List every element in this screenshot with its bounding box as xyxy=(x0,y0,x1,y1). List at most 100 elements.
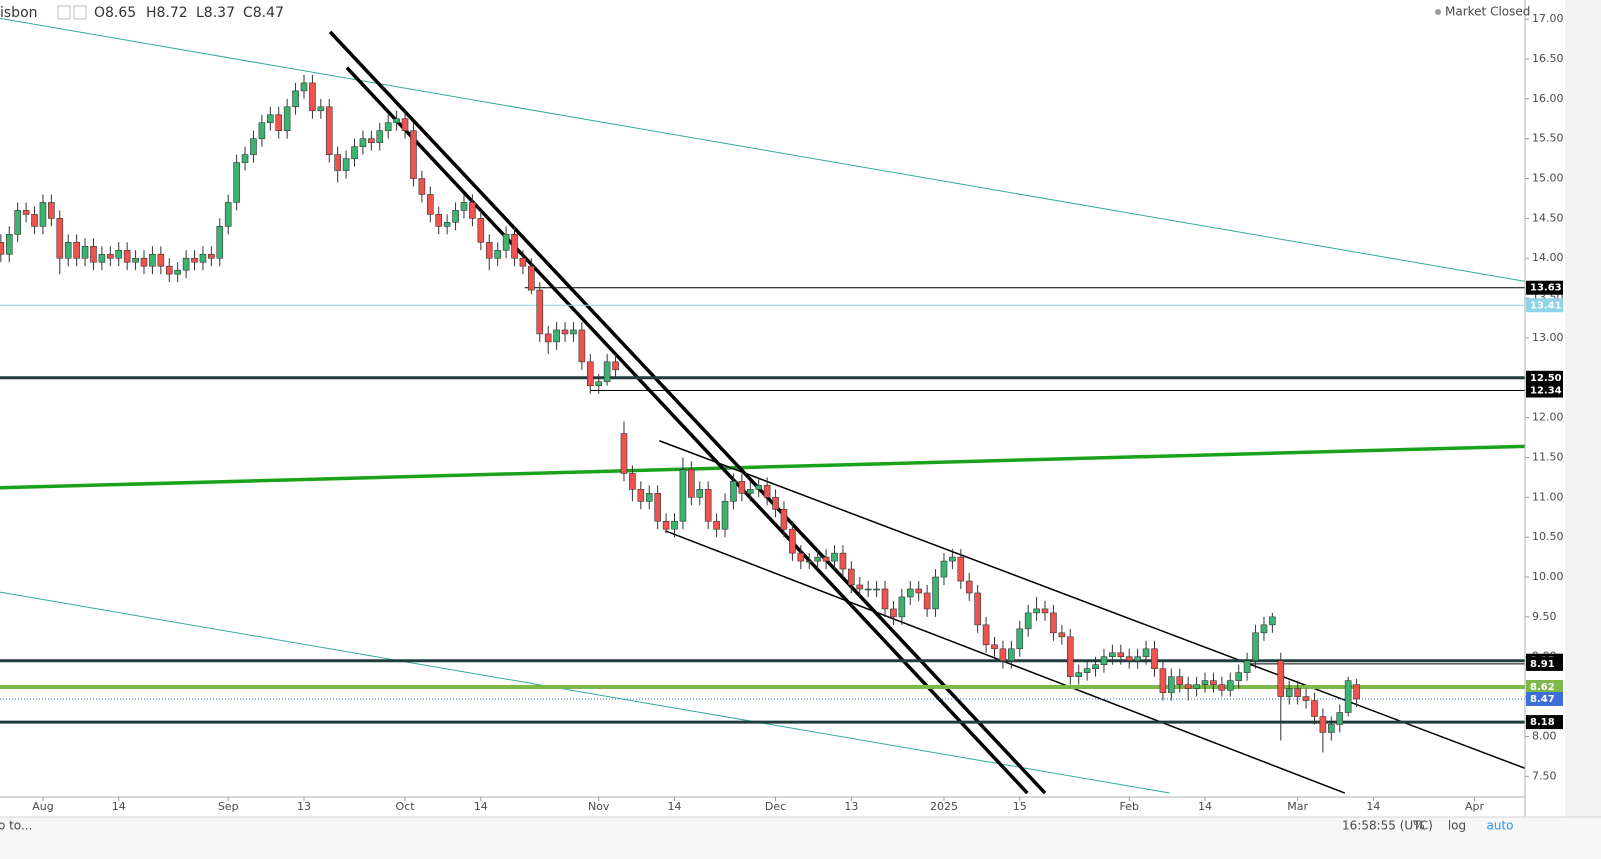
candle-body xyxy=(1109,652,1116,658)
candle-body xyxy=(864,588,872,591)
candle-body xyxy=(519,257,527,267)
candle-body xyxy=(1058,632,1066,638)
candle-body xyxy=(1235,672,1242,681)
candle-body xyxy=(418,178,426,195)
candle-body xyxy=(182,257,190,271)
candle-body xyxy=(267,114,274,124)
y-tick-label: 17.00 xyxy=(1532,12,1564,25)
candle-body xyxy=(342,158,350,171)
candle-body xyxy=(485,241,493,259)
candle-body xyxy=(1159,668,1167,693)
candle-body xyxy=(22,210,30,215)
candle-body xyxy=(570,329,577,335)
candle-body xyxy=(376,130,384,143)
status-dot xyxy=(1435,9,1441,15)
candle-body xyxy=(292,90,299,108)
candle-body xyxy=(107,253,114,259)
candle-body xyxy=(191,257,198,263)
candle-body xyxy=(98,253,106,263)
candle-body xyxy=(772,497,779,510)
x-tick-label: 14 xyxy=(1198,800,1212,813)
x-tick-label: Sep xyxy=(218,800,239,813)
candle-body xyxy=(536,289,544,335)
candle-body xyxy=(730,481,737,502)
log-button[interactable]: log xyxy=(1448,819,1466,833)
auto-button[interactable]: auto xyxy=(1486,819,1513,833)
candle-body xyxy=(999,648,1007,662)
candle-body xyxy=(64,241,72,259)
candle-body xyxy=(1151,648,1158,669)
candle-body xyxy=(1066,636,1074,677)
candle-body xyxy=(5,234,13,255)
y-tick-label: 15.50 xyxy=(1532,132,1564,145)
candle-body xyxy=(460,202,468,211)
candle-body xyxy=(477,218,485,243)
icon[interactable] xyxy=(57,5,71,20)
candle-body xyxy=(452,210,459,223)
price-label-bg xyxy=(1526,298,1563,313)
price-label-bg xyxy=(1526,383,1563,398)
candle-body xyxy=(831,552,838,562)
candle-body xyxy=(199,253,207,263)
trendline xyxy=(0,17,1525,282)
candle-body xyxy=(494,249,501,259)
candle-body xyxy=(1176,676,1184,685)
x-tick-label: Mar xyxy=(1287,800,1308,813)
candle-body xyxy=(1285,688,1293,697)
candle-body xyxy=(755,485,763,490)
y-tick-label: 7.50 xyxy=(1532,769,1557,782)
candle-body xyxy=(123,249,131,263)
candle-body xyxy=(334,154,341,171)
x-tick-label: 14 xyxy=(1366,800,1380,813)
candle-body xyxy=(73,241,80,259)
percent-button[interactable]: % xyxy=(1413,819,1424,833)
clock: 16:58:55 (UTC) xyxy=(1342,819,1433,833)
candle-body xyxy=(890,608,897,618)
axes: 7.508.008.509.009.5010.0010.5011.0011.50… xyxy=(32,12,1563,813)
y-tick-label: 10.00 xyxy=(1532,570,1564,583)
candle-body xyxy=(797,552,805,562)
y-tick-label: 15.00 xyxy=(1532,172,1564,185)
candle-body xyxy=(351,146,358,159)
candle-body xyxy=(384,122,392,132)
candle-body xyxy=(1210,680,1217,685)
ohlc-open: O8.65 xyxy=(94,5,136,21)
trendline xyxy=(328,30,1047,795)
candle-body xyxy=(224,202,232,227)
ohlc-close: C8.47 xyxy=(243,5,284,21)
price-label-bg xyxy=(1526,691,1563,706)
candle-body xyxy=(704,489,712,522)
candle-body xyxy=(679,469,687,522)
candle-body xyxy=(250,138,257,155)
candle-body xyxy=(1092,664,1099,669)
candle-body xyxy=(1260,624,1268,634)
candle-body xyxy=(1033,608,1040,614)
icon[interactable] xyxy=(73,5,87,20)
trendline xyxy=(659,440,1525,770)
price-label-bg xyxy=(1526,680,1563,695)
price-label-bg xyxy=(1526,656,1563,671)
candle-body xyxy=(595,381,603,387)
market-status: Market Closed xyxy=(1445,5,1530,19)
y-tick-label: 16.00 xyxy=(1532,92,1564,105)
candle-body xyxy=(637,489,645,502)
candle-body xyxy=(1319,716,1327,733)
y-tick-label: 14.50 xyxy=(1532,211,1564,224)
price-label-bg xyxy=(1526,280,1563,295)
goto-button[interactable]: o to... xyxy=(0,819,32,833)
candle-body xyxy=(553,329,560,343)
y-tick-label: 12.00 xyxy=(1532,411,1564,424)
candle-body xyxy=(603,361,611,383)
x-tick-label: 13 xyxy=(844,800,858,813)
candle-body xyxy=(443,222,451,227)
price-label-bg xyxy=(1526,370,1563,385)
x-tick-label: 14 xyxy=(668,800,682,813)
candle-body xyxy=(502,234,510,251)
candle-body xyxy=(410,130,417,179)
y-tick-label: 14.00 xyxy=(1532,251,1564,264)
candle-body xyxy=(393,118,400,124)
candle-body xyxy=(746,489,754,494)
candle-body xyxy=(435,214,443,227)
candle-body xyxy=(1353,684,1360,700)
